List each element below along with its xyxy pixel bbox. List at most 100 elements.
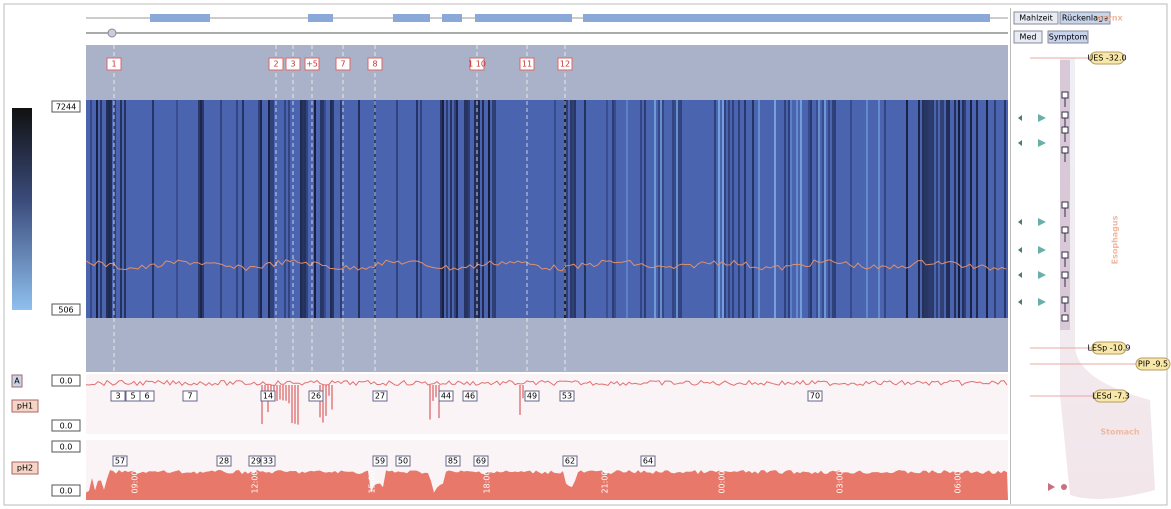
heatmap-stripe bbox=[198, 100, 200, 318]
reflux-label: 29 bbox=[251, 457, 261, 466]
colorbar bbox=[12, 108, 32, 310]
toolbar-button-label: Symptom bbox=[1049, 33, 1088, 42]
heatmap-stripe bbox=[100, 100, 102, 318]
heatmap-stripe bbox=[396, 100, 398, 318]
heatmap-stripe bbox=[822, 100, 824, 318]
event-label: 11 bbox=[522, 60, 532, 69]
heatmap-stripe bbox=[964, 100, 966, 318]
time-label: 12:00 bbox=[251, 470, 260, 493]
sensor bbox=[1062, 272, 1068, 278]
heatmap-stripe bbox=[420, 100, 422, 318]
heatmap-stripe bbox=[774, 100, 776, 318]
scale-value: 0.0 bbox=[60, 377, 73, 386]
heatmap-stripe bbox=[818, 100, 820, 318]
heatmap-stripe bbox=[926, 100, 928, 318]
timeline-segment bbox=[475, 14, 572, 22]
heatmap-stripe bbox=[584, 100, 586, 318]
channel-label: pH2 bbox=[17, 464, 33, 473]
marker-label: LESp -10.9 bbox=[1088, 344, 1131, 353]
toolbar-button-label: Med bbox=[1020, 33, 1037, 42]
heatmap-stripe bbox=[784, 100, 786, 318]
heatmap-stripe bbox=[676, 100, 678, 318]
heatmap-stripe bbox=[644, 100, 646, 318]
heatmap-stripe bbox=[626, 100, 628, 318]
region-label: Stomach bbox=[1100, 428, 1140, 437]
heatmap-stripe bbox=[816, 100, 818, 318]
scale-value: 0.0 bbox=[60, 487, 73, 496]
heatmap-stripe bbox=[936, 100, 938, 318]
heatmap-stripe bbox=[866, 100, 868, 318]
heatmap-stripe bbox=[306, 100, 308, 318]
marker-label: PIP -9.5 bbox=[1138, 360, 1168, 369]
heatmap-stripe bbox=[640, 100, 642, 318]
heatmap-stripe bbox=[260, 100, 262, 318]
heatmap-stripe bbox=[986, 100, 988, 318]
heatmap-stripe bbox=[1004, 100, 1006, 318]
heatmap-stripe bbox=[824, 100, 826, 318]
reflux-label: 70 bbox=[810, 392, 820, 401]
reflux-label: 59 bbox=[375, 457, 385, 466]
scale-value: 0.0 bbox=[60, 443, 73, 452]
heatmap-stripe bbox=[468, 100, 470, 318]
sensor bbox=[1062, 227, 1068, 233]
heatmap-stripe bbox=[808, 100, 810, 318]
heatmap-stripe bbox=[788, 100, 790, 318]
heatmap-stripe bbox=[106, 100, 108, 318]
heatmap-stripe bbox=[672, 100, 674, 318]
channel-label: pH1 bbox=[17, 402, 33, 411]
heatmap-stripe bbox=[728, 100, 730, 318]
reflux-label: 5 bbox=[130, 392, 135, 401]
heatmap bbox=[86, 100, 1008, 318]
region-label: arynx bbox=[1097, 14, 1123, 23]
heatmap-stripe bbox=[878, 100, 880, 318]
heatmap-stripe bbox=[724, 100, 726, 318]
heatmap-stripe bbox=[832, 100, 834, 318]
heatmap-stripe bbox=[440, 100, 442, 318]
heatmap-stripe bbox=[758, 100, 760, 318]
heatmap-stripe bbox=[242, 100, 244, 318]
heatmap-stripe bbox=[958, 100, 960, 318]
event-label: +5 bbox=[306, 60, 318, 69]
heatmap-stripe bbox=[340, 100, 342, 318]
reflux-label: 46 bbox=[465, 392, 475, 401]
event-label: 1 bbox=[111, 60, 116, 69]
heatmap-stripe bbox=[322, 100, 324, 318]
heatmap-stripe bbox=[940, 100, 942, 318]
heatmap-stripe bbox=[304, 100, 306, 318]
heatmap-stripe bbox=[454, 100, 456, 318]
heatmap-stripe bbox=[922, 100, 924, 318]
ph2-area bbox=[86, 470, 1008, 500]
timeline-segment bbox=[442, 14, 462, 22]
heatmap-stripe bbox=[614, 100, 616, 318]
heatmap-stripe bbox=[110, 100, 112, 318]
heatmap-stripe bbox=[722, 100, 724, 318]
marker-label: LESd -7.3 bbox=[1092, 392, 1130, 401]
heatmap-stripe bbox=[108, 100, 110, 318]
timeline-handle[interactable] bbox=[108, 29, 116, 37]
reflux-label: 7 bbox=[187, 392, 192, 401]
reflux-label: 85 bbox=[448, 457, 458, 466]
heatmap-stripe bbox=[738, 100, 740, 318]
sensor bbox=[1062, 92, 1068, 98]
reflux-label: 3 bbox=[115, 392, 120, 401]
heatmap-stripe bbox=[834, 100, 836, 318]
heatmap-stripe bbox=[612, 100, 614, 318]
sensor bbox=[1062, 127, 1068, 133]
reflux-label: 26 bbox=[311, 392, 321, 401]
heatmap-stripe bbox=[658, 100, 660, 318]
heatmap-stripe bbox=[258, 100, 260, 318]
time-label: 03:00 bbox=[836, 470, 845, 493]
app-window: 123+5781 1011127244506356714262744464953… bbox=[0, 0, 1171, 509]
heatmap-stripe bbox=[450, 100, 452, 318]
heatmap-stripe bbox=[494, 100, 496, 318]
heatmap-stripe bbox=[488, 100, 490, 318]
heatmap-stripe bbox=[932, 100, 934, 318]
heatmap-stripe bbox=[662, 100, 664, 318]
reflux-label: 49 bbox=[527, 392, 537, 401]
heatmap-stripe bbox=[714, 100, 716, 318]
heatmap-stripe bbox=[930, 100, 932, 318]
reflux-label: 33 bbox=[263, 457, 273, 466]
heatmap-stripe bbox=[456, 100, 458, 318]
heatmap-stripe bbox=[416, 100, 418, 318]
colorbar-min: 506 bbox=[58, 306, 73, 315]
